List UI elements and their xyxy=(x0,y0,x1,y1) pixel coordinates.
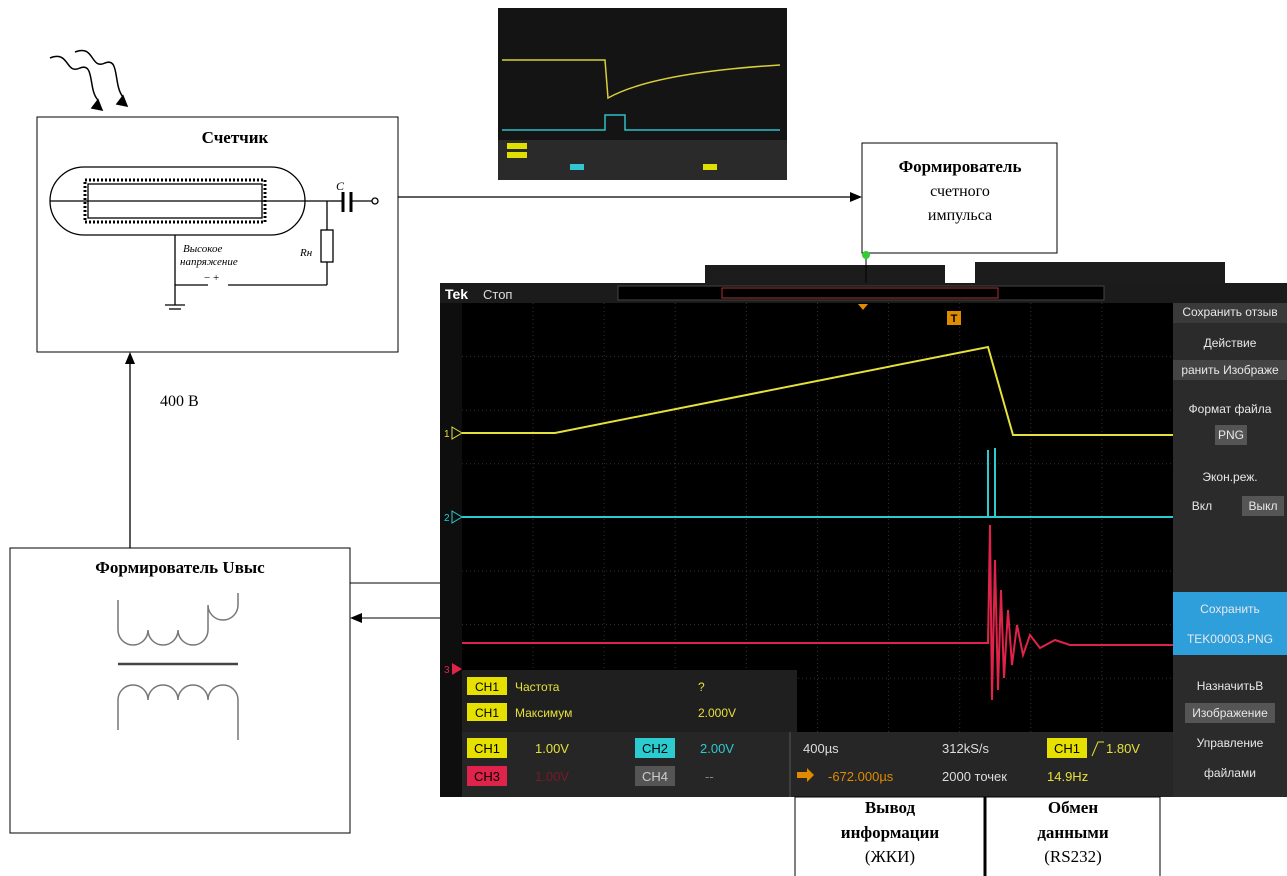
menu-item: Сохранить xyxy=(1200,602,1260,616)
h-position: -672.000µs xyxy=(828,769,894,784)
rs232-title: данными xyxy=(1037,823,1109,842)
menu-item: Управление xyxy=(1197,736,1264,750)
ch-scale: 1.00V xyxy=(535,769,569,784)
trigger-marker: T xyxy=(951,313,958,325)
menu-item: Формат файла xyxy=(1189,402,1272,416)
trig-level: 1.80V xyxy=(1106,741,1140,756)
arrow-head xyxy=(350,613,362,623)
ch-label: CH3 xyxy=(474,769,500,784)
handle xyxy=(862,251,870,259)
thumbnail-strip xyxy=(975,262,1225,284)
oscilloscope: Tek Стоп T 1 2 3 CH1 Частота ? CH1 Макси… xyxy=(440,283,1287,797)
menu-item: Сохранить отзыв xyxy=(1182,305,1277,319)
meas-name: Частота xyxy=(515,680,560,694)
lcd-text: (ЖКИ) xyxy=(865,847,915,866)
menu-item: Выкл xyxy=(1248,499,1277,513)
pulse-former-title: Формирователь xyxy=(899,157,1022,176)
h-points: 2000 точек xyxy=(942,769,1007,784)
meas-name: Максимум xyxy=(515,706,572,720)
menu-item: файлами xyxy=(1204,766,1256,780)
menu-item: Экон.реж. xyxy=(1202,470,1257,484)
ch-scale: -- xyxy=(705,769,714,784)
channel-marker: 3 xyxy=(444,665,450,676)
ch-scale: 1.00V xyxy=(535,741,569,756)
thumbnail xyxy=(498,8,787,180)
thumbnail-strip xyxy=(705,265,945,285)
scope-state: Стоп xyxy=(483,287,512,302)
arrow-head xyxy=(125,352,135,364)
meas-value: ? xyxy=(698,680,705,694)
diagram: Счетчик C Rн Высокое напряжение − + Форм… xyxy=(0,0,1287,876)
shape xyxy=(570,164,584,170)
shape xyxy=(50,56,98,100)
pulse-former-text: импульса xyxy=(928,207,992,224)
menu-item: Действие xyxy=(1204,336,1257,350)
resistor-label: Rн xyxy=(299,247,313,259)
lcd-title: информации xyxy=(841,823,940,842)
ch-label: CH2 xyxy=(642,741,668,756)
channel-marker: 1 xyxy=(444,429,450,440)
h-scale: 400µs xyxy=(803,741,839,756)
capacitor-label: C xyxy=(336,179,345,193)
shape xyxy=(703,164,717,170)
meas-channel: CH1 xyxy=(475,680,499,694)
shape xyxy=(92,100,102,110)
rs232-text: (RS232) xyxy=(1044,847,1102,866)
menu-item: Вкл xyxy=(1192,499,1212,513)
ch-scale: 2.00V xyxy=(700,741,734,756)
shape xyxy=(498,140,787,180)
menu-item: TEK00003.PNG xyxy=(1187,632,1273,646)
rs232-title: Обмен xyxy=(1048,798,1099,817)
shape xyxy=(75,50,123,97)
hv-former-title: Формирователь Uвыс xyxy=(95,558,265,577)
pulse-former-text: счетного xyxy=(930,183,990,200)
hv-label: Высокое xyxy=(183,243,223,255)
shape xyxy=(117,96,127,106)
channel-marker: 2 xyxy=(444,513,450,524)
shape xyxy=(507,143,527,149)
trig-source: CH1 xyxy=(1054,741,1080,756)
ch-label: CH1 xyxy=(474,741,500,756)
menu-item: PNG xyxy=(1218,428,1244,442)
hv-former-box xyxy=(10,548,350,833)
radiation-arrows xyxy=(50,50,127,110)
shape xyxy=(462,670,797,732)
meas-value: 2.000V xyxy=(698,706,736,720)
trig-freq: 14.9Hz xyxy=(1047,769,1088,784)
voltage-label: 400 В xyxy=(160,393,199,410)
polarity: − + xyxy=(204,272,219,284)
shape xyxy=(507,152,527,158)
menu-item: НазначитьВ xyxy=(1197,679,1263,693)
hv-label: напряжение xyxy=(180,256,238,268)
lcd-title: Вывод xyxy=(865,798,916,817)
menu-item: Изображение xyxy=(1192,706,1268,720)
ch-label: CH4 xyxy=(642,769,668,784)
scope-brand: Tek xyxy=(445,286,468,302)
arrow-head xyxy=(850,192,862,202)
h-rate: 312kS/s xyxy=(942,741,989,756)
counter-title: Счетчик xyxy=(202,128,269,147)
menu-item: ранить Изображе xyxy=(1181,363,1279,377)
meas-channel: CH1 xyxy=(475,706,499,720)
